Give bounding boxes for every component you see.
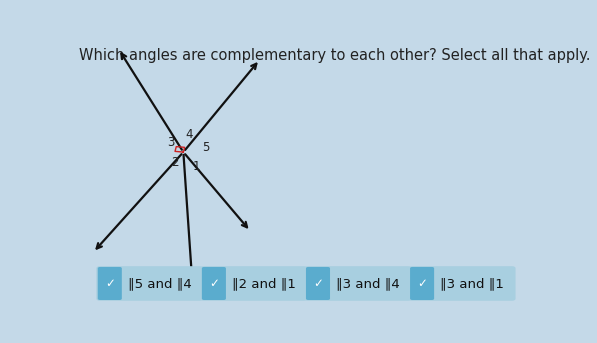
Text: 1: 1 [193,160,200,173]
FancyBboxPatch shape [410,267,434,300]
FancyBboxPatch shape [306,267,330,300]
Text: 4: 4 [185,128,193,141]
Text: Which angles are complementary to each other? Select all that apply.: Which angles are complementary to each o… [79,48,591,63]
Text: ∥3 and ∥4: ∥3 and ∥4 [336,277,399,290]
Text: ✓: ✓ [417,277,427,290]
Text: ✓: ✓ [313,277,323,290]
FancyBboxPatch shape [96,266,203,301]
FancyBboxPatch shape [98,267,122,300]
Text: 5: 5 [202,141,210,154]
FancyBboxPatch shape [409,266,516,301]
FancyBboxPatch shape [202,267,226,300]
Text: ✓: ✓ [209,277,219,290]
FancyBboxPatch shape [304,266,411,301]
Text: ∥5 and ∥4: ∥5 and ∥4 [128,277,192,290]
FancyBboxPatch shape [201,266,307,301]
Text: ∥2 and ∥1: ∥2 and ∥1 [232,277,296,290]
Text: 2: 2 [171,156,179,169]
Text: ✓: ✓ [105,277,115,290]
Text: ∥3 and ∥1: ∥3 and ∥1 [440,277,504,290]
Text: 3: 3 [167,136,174,149]
